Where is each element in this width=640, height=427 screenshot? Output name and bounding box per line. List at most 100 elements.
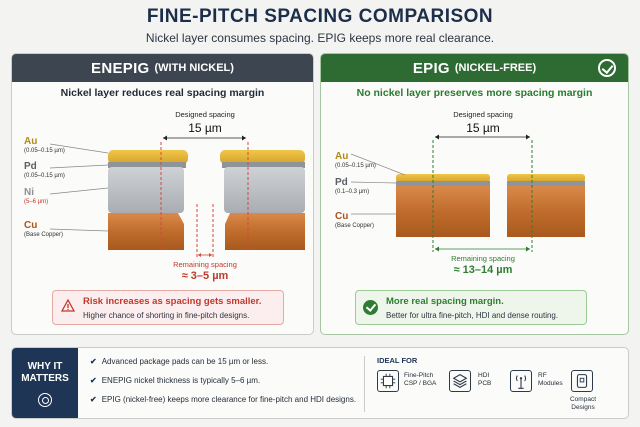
enepig-au-label: Au	[24, 136, 38, 147]
epig-designed-label: Designed spacing	[453, 110, 513, 119]
why-heading-line1: WHY IT	[27, 361, 63, 372]
enepig-remaining-label: Remaining spacing	[173, 260, 237, 269]
epig-callout-title: More real spacing margin.	[386, 296, 504, 307]
enepig-name: ENEPIG	[91, 59, 150, 77]
ideal-item-line1: RF	[538, 372, 547, 379]
why-bullet: ✔ EPIG (nickel-free) keeps more clearance…	[90, 395, 356, 404]
epig-right-cu-layer	[507, 186, 585, 237]
leader-ni	[49, 187, 109, 195]
epig-benefit-callout: More real spacing margin. Better for ult…	[355, 290, 587, 325]
enepig-au-thickness: (0.05–0.15 µm)	[24, 148, 65, 154]
enepig-left-pad	[108, 150, 188, 250]
epig-left-au-layer	[396, 174, 490, 182]
check-icon: ✔	[90, 376, 97, 385]
epig-au-label: Au	[335, 151, 349, 162]
enepig-pd-label: Pd	[24, 161, 37, 172]
epig-pd-label: Pd	[335, 177, 348, 188]
device-icon	[571, 370, 593, 392]
leader-au	[49, 143, 109, 154]
why-bullet-text: ENEPIG nickel thickness is typically 5–6…	[101, 376, 261, 385]
enepig-ni-thickness: (5–6 µm)	[24, 199, 49, 205]
check-icon: ✔	[90, 395, 97, 404]
enepig-risk-callout: Risk increases as spacing gets smaller. …	[52, 290, 284, 325]
enepig-qualifier: (WITH NICKEL)	[154, 62, 234, 74]
epig-right-pad	[507, 174, 585, 237]
epig-callout-text: Better for ultra fine-pitch, HDI and den…	[386, 311, 559, 320]
enepig-left-au-layer	[108, 150, 188, 164]
epig-right-au-layer	[507, 174, 585, 182]
epig-left-pad	[396, 174, 490, 237]
enepig-callout-title: Risk increases as spacing gets smaller.	[83, 296, 262, 307]
why-it-matters-section: WHY IT MATTERS ✔ Advanced package pads ca…	[11, 347, 629, 419]
page-title: FINE-PITCH SPACING COMPARISON	[146, 6, 494, 27]
ideal-item-line1: Compact	[569, 396, 596, 403]
warning-icon	[61, 299, 75, 312]
epig-au-thickness: (0.05–0.15 µm)	[335, 163, 376, 169]
ideal-item-label: Fine-Pitch CSP / BGA	[404, 372, 436, 388]
epig-leader-au	[350, 153, 406, 176]
why-heading: WHY IT MATTERS	[12, 361, 78, 385]
enepig-right-cu-layer	[225, 213, 305, 250]
leader-cu	[49, 228, 109, 232]
enepig-right-au-layer	[220, 150, 305, 164]
target-icon	[38, 393, 52, 407]
enepig-right-ni-layer	[224, 167, 305, 213]
enepig-left-cu-layer	[108, 213, 184, 250]
enepig-designed-value: 15 µm	[188, 121, 222, 135]
enepig-cu-label: Cu	[24, 220, 38, 231]
why-bullet-text: Advanced package pads can be 15 µm or le…	[101, 357, 269, 366]
enepig-remaining-value: ≈ 3–5 µm	[181, 270, 229, 282]
ideal-item-line2: Designs	[571, 404, 595, 411]
ideal-item-label: HDI PCB	[478, 372, 491, 388]
enepig-left-pd-layer	[108, 162, 186, 168]
check-icon: ✔	[90, 357, 97, 366]
enepig-callout-text: Higher chance of shorting in fine-pitch …	[83, 311, 250, 320]
why-it-matters-badge: WHY IT MATTERS	[12, 348, 78, 418]
layers-icon	[449, 370, 471, 392]
enepig-subtitle: Nickel layer reduces real spacing margin	[60, 87, 265, 99]
enepig-left-ni-layer	[108, 167, 184, 213]
check-circle-icon	[363, 300, 378, 315]
enepig-cu-thickness: (Base Copper)	[24, 232, 64, 238]
section-divider	[364, 356, 365, 412]
enepig-designed-label: Designed spacing	[175, 110, 235, 119]
enepig-header: ENEPIG (WITH NICKEL)	[12, 54, 313, 82]
epig-name: EPIG	[412, 59, 450, 77]
page-subtitle: Nickel layer consumes spacing. EPIG keep…	[145, 31, 495, 45]
epig-panel: EPIG (NICKEL-FREE) No nickel layer prese…	[320, 53, 629, 335]
epig-designed-value: 15 µm	[466, 121, 500, 135]
epig-remaining-value: ≈ 13–14 µm	[453, 264, 513, 276]
enepig-panel: ENEPIG (WITH NICKEL) Nickel layer reduce…	[11, 53, 314, 335]
ideal-item-line2: PCB	[478, 380, 492, 387]
check-circle-icon	[598, 59, 616, 77]
epig-cu-thickness: (Base Copper)	[335, 223, 375, 229]
epig-qualifier: (NICKEL-FREE)	[454, 62, 537, 74]
ideal-item-line2: Modules	[538, 380, 563, 387]
antenna-icon	[510, 370, 532, 392]
ideal-item-line1: HDI	[478, 372, 490, 379]
epig-left-cu-layer	[396, 186, 490, 237]
why-bullet-text: EPIG (nickel-free) keeps more clearance …	[101, 395, 357, 404]
ideal-item-label: RF Modules	[538, 372, 563, 388]
why-bullet: ✔ Advanced package pads can be 15 µm or l…	[90, 357, 268, 366]
epig-left-pd-layer	[396, 181, 490, 186]
epig-cross-section-diagram	[350, 134, 585, 252]
why-bullet: ✔ ENEPIG nickel thickness is typically 5–…	[90, 376, 260, 385]
enepig-cross-section-diagram	[49, 135, 305, 259]
epig-header: EPIG (NICKEL-FREE)	[321, 54, 628, 82]
epig-cu-label: Cu	[335, 211, 349, 222]
ideal-item-line1: Fine-Pitch	[404, 372, 434, 379]
epig-subtitle: No nickel layer preserves more spacing m…	[356, 87, 593, 99]
chip-icon	[377, 370, 399, 392]
ideal-item-line2: CSP / BGA	[404, 380, 437, 387]
enepig-pd-thickness: (0.05–0.15 µm)	[24, 173, 65, 179]
epig-leader-pd	[350, 181, 397, 184]
ideal-item-label: Compact Designs	[568, 396, 598, 412]
leader-pd	[49, 164, 109, 169]
epig-pd-thickness: (0.1–0.3 µm)	[335, 189, 370, 195]
epig-right-pd-layer	[507, 181, 585, 186]
enepig-ni-label: Ni	[24, 187, 34, 198]
why-heading-line2: MATTERS	[21, 373, 69, 384]
enepig-right-pad	[220, 150, 305, 250]
ideal-for-heading: IDEAL FOR	[377, 356, 418, 365]
